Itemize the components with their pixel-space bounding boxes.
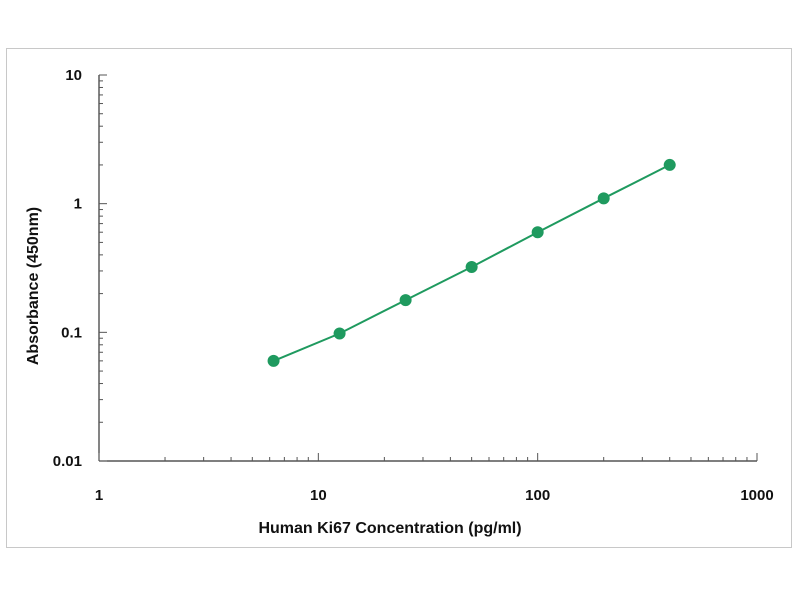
- axes: [98, 75, 757, 462]
- x-tick-label: 100: [525, 487, 550, 504]
- x-tick-label: 1000: [740, 487, 773, 504]
- data-point: [531, 226, 544, 239]
- y-axis-title: Absorbance (450nm): [25, 207, 42, 365]
- data-point: [465, 260, 478, 273]
- data-point: [597, 192, 610, 205]
- x-tick-label: 10: [310, 487, 327, 504]
- data-point: [267, 354, 280, 367]
- data-point: [399, 294, 412, 307]
- y-tick-label: 0.1: [61, 324, 82, 341]
- ticks: [98, 74, 758, 462]
- y-tick-label: 1: [74, 196, 82, 213]
- tick-labels: 1 10 100 1000 0.01 0.1 1 10: [53, 67, 774, 504]
- y-tick-label: 10: [65, 67, 82, 84]
- y-tick-label: 0.01: [53, 453, 82, 470]
- data-series: [267, 158, 676, 367]
- chart-frame: [6, 48, 792, 548]
- data-point: [663, 158, 676, 171]
- x-axis-title: Human Ki67 Concentration (pg/ml): [258, 520, 521, 537]
- x-tick-label: 1: [95, 487, 103, 504]
- data-point: [333, 327, 346, 340]
